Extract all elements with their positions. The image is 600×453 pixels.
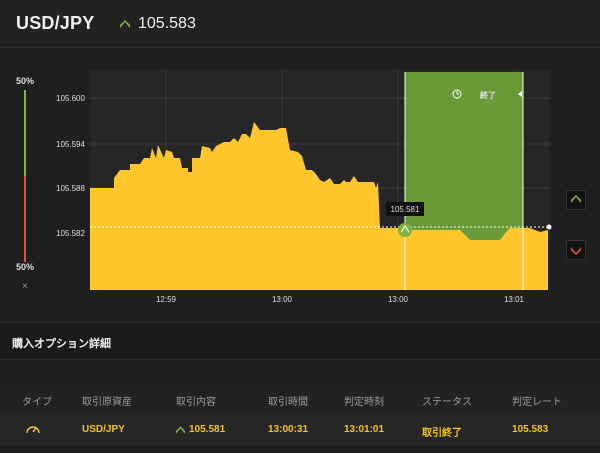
up-arrow-icon: [176, 426, 185, 434]
gauge-top-label: 50%: [15, 76, 34, 86]
rate-tooltip-text: 105.581: [391, 205, 420, 214]
chevron-left-icon: [518, 91, 522, 97]
purchase-table: タイプ 取引原資産 取引内容 取引時間 判定時刻 ステータス 判定レート USD…: [0, 384, 600, 453]
close-icon[interactable]: ×: [22, 281, 28, 292]
table-row[interactable]: USD/JPY 105.581 13:00:31 13:01:01 取引終了 1…: [0, 414, 600, 446]
pair-title: USD/JPY: [16, 13, 95, 33]
column-header: 判定レート: [512, 397, 562, 408]
column-header: 判定時刻: [344, 397, 384, 408]
up-arrow-icon: [120, 20, 130, 28]
y-tick-label: 105.600: [56, 94, 85, 103]
column-header: 取引内容: [176, 397, 216, 408]
y-tick-label: 105.582: [56, 229, 85, 238]
put-button[interactable]: [566, 240, 586, 260]
y-tick-label: 105.588: [56, 184, 85, 193]
table-header: タイプ 取引原資産 取引内容 取引時間 判定時刻 ステータス 判定レート: [0, 384, 600, 414]
price-area: [90, 122, 548, 290]
asset-cell: USD/JPY: [82, 424, 125, 435]
current-rate-dot: [546, 224, 552, 230]
gauge-icon: [26, 426, 40, 434]
expired-label: 終了: [480, 90, 496, 100]
x-tick-label: 13:01: [504, 295, 525, 304]
y-tick-label: 105.594: [56, 140, 85, 149]
column-header: ステータス: [422, 397, 472, 408]
expired-label-group: 終了: [452, 89, 522, 100]
column-header: タイプ: [22, 397, 52, 408]
clock-icon: [452, 89, 462, 99]
gauge-high-bar: [24, 90, 26, 176]
price-chart: 105.581 終了 105.600 105.594 105.588 105.5…: [40, 60, 600, 310]
sentiment-gauge: 50% 50% ×: [10, 72, 40, 300]
trade-time-cell: 13:00:31: [268, 424, 309, 435]
gauge-bottom-label: 50%: [15, 262, 34, 272]
up-arrow-icon: [401, 225, 409, 233]
x-tick-label: 12:59: [156, 295, 177, 304]
judge-rate-cell: 105.583: [512, 424, 549, 435]
purchase-details-section: 購入オプション詳細: [0, 322, 600, 360]
trade-cell: 105.581: [189, 424, 226, 435]
status-cell: 取引終了: [422, 428, 462, 439]
chart-svg: 105.581 終了 105.600 105.594 105.588 105.5…: [56, 70, 552, 304]
rate-tooltip: [386, 202, 424, 216]
gauge-low-bar: [24, 176, 26, 262]
header: USD/JPY 105.583: [0, 0, 600, 48]
current-price: 105.583: [138, 15, 196, 32]
column-header: 取引原資産: [82, 397, 132, 408]
down-arrow-icon: [571, 247, 581, 255]
x-tick-label: 13:00: [272, 295, 293, 304]
judge-time-cell: 13:01:01: [344, 424, 385, 435]
entry-marker: 105.581: [386, 202, 424, 237]
section-title: 購入オプション詳細: [12, 338, 111, 350]
expired-zone: [405, 72, 523, 242]
call-button[interactable]: [566, 190, 586, 210]
up-arrow-icon: [571, 195, 581, 203]
x-tick-label: 13:00: [388, 295, 409, 304]
column-header: 取引時間: [268, 397, 308, 408]
